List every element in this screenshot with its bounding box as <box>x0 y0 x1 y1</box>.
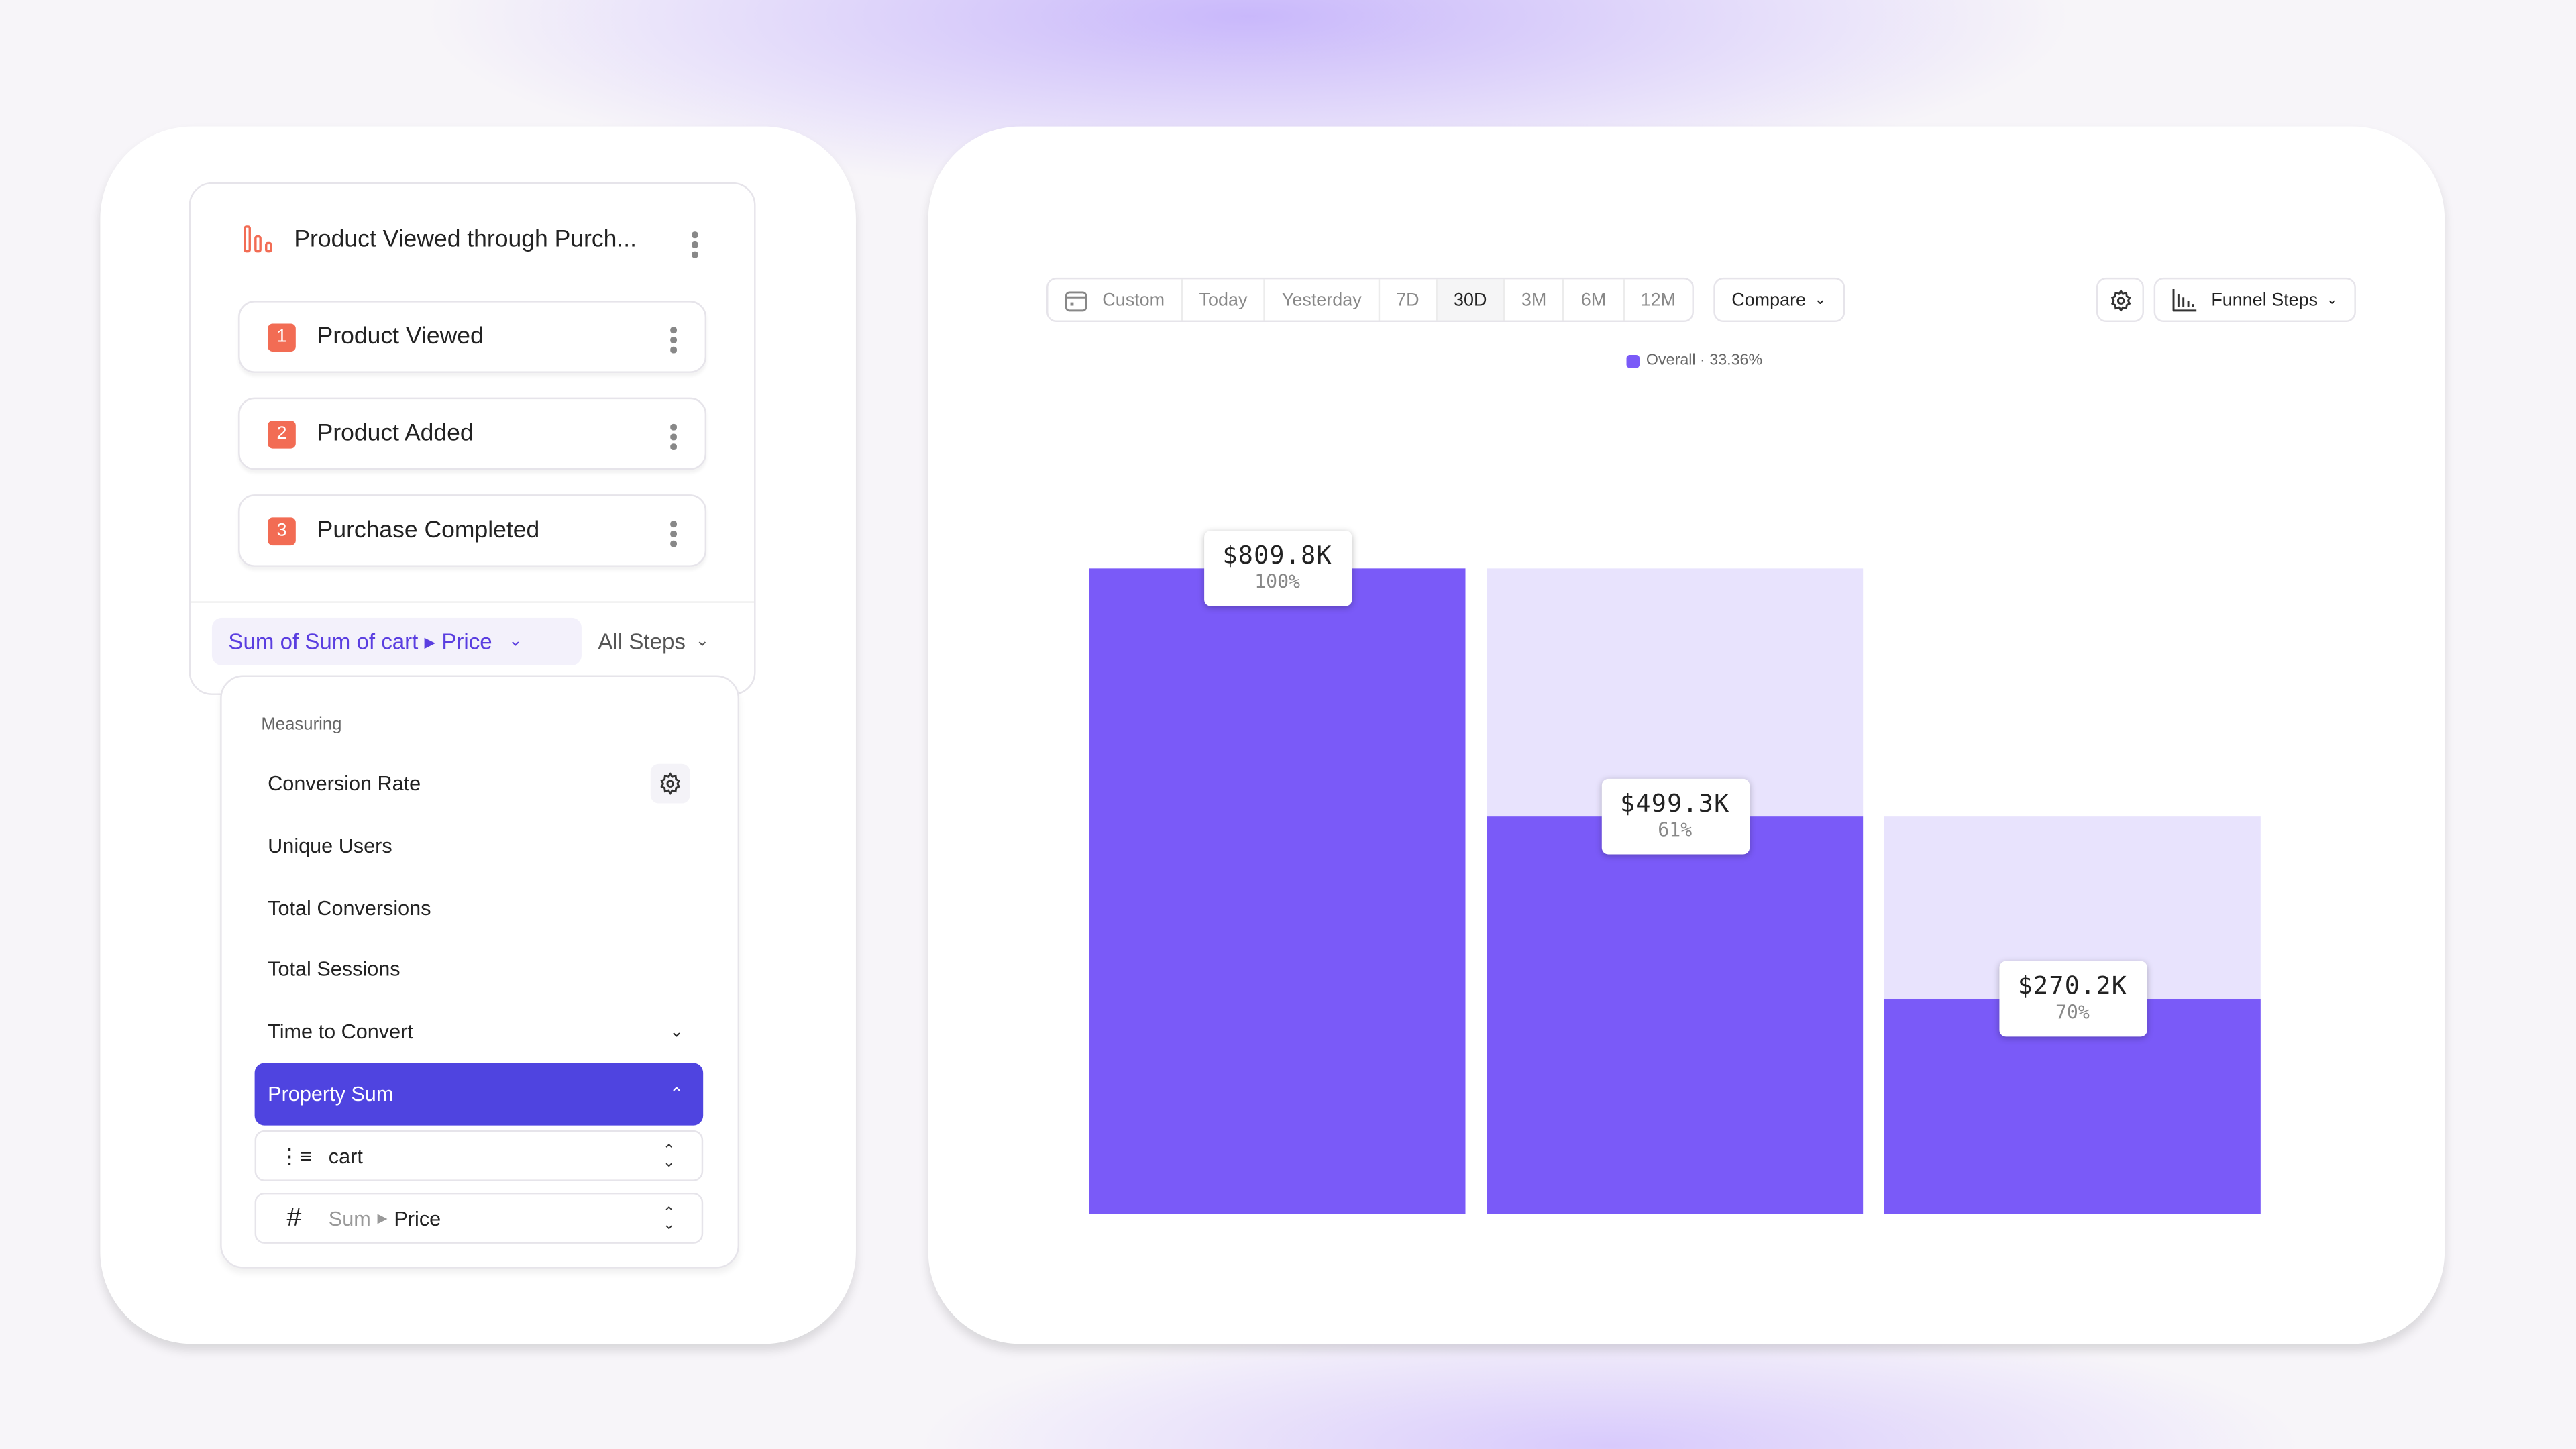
report-title[interactable]: Product Viewed through Purch... <box>243 225 637 254</box>
bar-chart-icon <box>2172 288 2197 311</box>
option-label: Property Sum <box>268 1082 394 1106</box>
list-icon: ⋮≡ <box>279 1144 312 1169</box>
gear-icon <box>2110 288 2131 311</box>
bar-dropoff[interactable] <box>1487 568 1864 816</box>
step-label: Purchase Completed <box>317 517 540 544</box>
bar-value-tooltip: $499.3K 61% <box>1601 778 1749 854</box>
option-property-sum[interactable]: Property Sum ⌃ <box>254 1063 704 1126</box>
range-yesterday[interactable]: Yesterday <box>1263 279 1378 321</box>
range-6m[interactable]: 6M <box>1562 279 1623 321</box>
report-more-icon[interactable] <box>692 231 698 258</box>
funnel-chart-card: Custom Today Yesterday 7D 30D 3M 6M 12M … <box>928 126 2445 1344</box>
step-number-badge: 2 <box>268 419 296 448</box>
step-label: Product Viewed <box>317 323 484 350</box>
legend-swatch <box>1626 354 1640 368</box>
chevron-down-icon: ⌄ <box>695 632 710 651</box>
data-label-percent: 70% <box>2055 1000 2090 1024</box>
step-more-icon[interactable] <box>670 423 677 449</box>
measuring-dropdown: Measuring Conversion Rate Unique Users T… <box>220 675 740 1269</box>
step-number-badge: 3 <box>268 517 296 545</box>
funnel-builder-card: Product Viewed through Purch... 1 Produc… <box>100 126 856 1344</box>
option-conversion-rate[interactable]: Conversion Rate <box>255 753 704 815</box>
compare-button[interactable]: Compare ⌄ <box>1713 277 1845 323</box>
chart-settings-button[interactable] <box>2096 277 2144 323</box>
aggregation-prefix: Sum <box>328 1206 371 1230</box>
data-label-percent: 61% <box>1658 817 1693 841</box>
chart-type-selector[interactable]: Funnel Steps ⌄ <box>2153 277 2357 323</box>
calendar-icon <box>1065 290 1087 311</box>
option-label: Total Conversions <box>268 897 431 920</box>
option-time-to-convert[interactable]: Time to Convert ⌄ <box>255 1000 704 1063</box>
measure-selector[interactable]: Sum of Sum of cart ▸ Price ⌄ <box>211 617 582 665</box>
up-down-icon: ⌃ ⌄ <box>663 1140 676 1169</box>
data-label-value: $809.8K <box>1222 540 1332 570</box>
funnel-step-3[interactable]: 3 Purchase Completed <box>238 494 707 567</box>
step-more-icon[interactable] <box>670 521 677 547</box>
steps-selector[interactable]: All Steps ⌄ <box>598 618 709 665</box>
data-label-percent: 100% <box>1254 570 1301 594</box>
range-7d[interactable]: 7D <box>1378 279 1436 321</box>
step-number-badge: 1 <box>268 323 296 351</box>
compare-label: Compare <box>1731 290 1807 310</box>
option-label: Unique Users <box>268 835 392 858</box>
option-label: Time to Convert <box>268 1020 413 1044</box>
chevron-down-icon: ⌄ <box>669 1022 684 1041</box>
caret-right-icon: ▶ <box>377 1210 388 1226</box>
funnel-step-1[interactable]: 1 Product Viewed <box>238 301 707 373</box>
range-12m[interactable]: 12M <box>1622 279 1693 321</box>
option-label: Conversion Rate <box>268 772 421 796</box>
data-label-value: $270.2K <box>2017 971 2128 1001</box>
funnel-definition-panel: Product Viewed through Purch... 1 Produc… <box>189 182 756 695</box>
bar-step-2[interactable] <box>1487 816 1864 1214</box>
measure-selector-label: Sum of Sum of cart ▸ Price <box>228 628 492 653</box>
chevron-down-icon: ⌄ <box>1814 290 1827 307</box>
funnel-step-2[interactable]: 2 Product Added <box>238 397 707 470</box>
option-total-conversions[interactable]: Total Conversions <box>255 877 704 940</box>
up-down-icon: ⌃ ⌄ <box>663 1203 676 1232</box>
range-today[interactable]: Today <box>1181 279 1264 321</box>
aggregation-property: Price <box>394 1206 441 1230</box>
date-range-picker: Custom Today Yesterday 7D 30D 3M 6M 12M <box>1046 277 1694 323</box>
option-label: Total Sessions <box>268 957 400 981</box>
chevron-down-icon: ⌄ <box>508 632 523 651</box>
bar-step-1[interactable] <box>1089 568 1466 1214</box>
funnel-chart-icon <box>244 225 272 253</box>
steps-selector-label: All Steps <box>598 629 686 654</box>
property-value: cart <box>328 1144 363 1168</box>
bar-value-tooltip: $809.8K 100% <box>1203 531 1352 606</box>
range-30d[interactable]: 30D <box>1436 279 1503 321</box>
chart-legend[interactable]: Overall · 33.36% <box>1626 352 1763 370</box>
gear-icon[interactable] <box>650 763 690 804</box>
report-title-text: Product Viewed through Purch... <box>294 225 637 252</box>
chart-type-label: Funnel Steps <box>2211 290 2318 310</box>
bar-value-tooltip: $270.2K 70% <box>1998 961 2147 1036</box>
step-more-icon[interactable] <box>670 327 677 353</box>
property-select[interactable]: ⋮≡ cart ⌃ ⌄ <box>254 1130 704 1181</box>
legend-label: Overall · 33.36% <box>1646 352 1763 370</box>
custom-label: Custom <box>1102 290 1165 310</box>
data-label-value: $499.3K <box>1620 788 1730 818</box>
option-total-sessions[interactable]: Total Sessions <box>255 938 704 1000</box>
step-label: Product Added <box>317 420 474 447</box>
custom-range-button[interactable]: Custom <box>1048 279 1181 320</box>
chevron-down-icon: ⌄ <box>2326 290 2339 307</box>
chevron-up-icon: ⌃ <box>669 1085 684 1104</box>
option-unique-users[interactable]: Unique Users <box>255 815 704 877</box>
aggregation-select[interactable]: # Sum ▶ Price ⌃ ⌄ <box>254 1192 704 1244</box>
hash-icon: # <box>286 1203 302 1232</box>
divider <box>191 601 755 603</box>
range-3m[interactable]: 3M <box>1503 279 1563 321</box>
measuring-heading: Measuring <box>261 714 342 735</box>
